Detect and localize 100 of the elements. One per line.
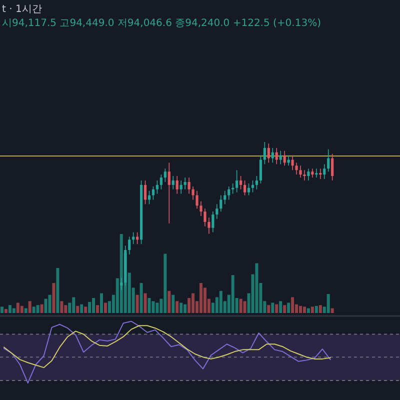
candlestick [212,211,214,233]
bar [92,298,96,313]
candlestick [144,180,147,205]
bar [136,294,139,313]
candlestick [204,208,206,227]
candlestick [271,148,274,164]
bar [267,305,270,313]
bar [176,301,179,313]
bar [291,297,294,313]
chart-title: t · 1시간 [2,4,42,15]
candlestick [128,236,131,255]
candlestick [168,162,170,224]
candlestick [160,174,162,190]
candlestick [315,168,318,178]
candlestick [275,148,278,165]
candlestick [208,217,210,234]
candlestick [132,232,135,245]
candlestick [220,194,222,212]
candlestick [164,168,166,182]
bar [64,305,68,313]
bar [271,302,274,313]
candlestick [152,186,155,200]
candlestick [216,204,218,220]
bar [310,306,314,313]
candlestick [243,180,246,196]
bar [306,308,310,313]
bar [168,290,171,313]
bar [100,293,103,313]
bar [287,302,290,313]
bar [330,308,334,313]
bar [279,301,282,313]
candlestick [184,177,186,190]
bar [72,297,76,313]
candlestick [327,149,330,172]
candlestick [323,164,326,180]
bar [88,302,92,313]
chart-subtitle: 시94,117.5 고94,449.0 저94,046.6 종94,240.0 +122.5 (+0.13%) [2,18,322,29]
candlestick [172,176,174,190]
bar [4,309,8,313]
bar [8,305,12,313]
bar [318,305,322,313]
bar [24,308,28,313]
candlestick [331,153,334,181]
candlestick [196,190,198,209]
candlestick [176,176,178,194]
bar [192,293,195,313]
candlestick [247,183,250,196]
bar [156,302,159,313]
bar [255,263,258,313]
candlestick [251,180,254,193]
candlestick [232,183,234,194]
bar [144,293,147,313]
bar [184,304,187,313]
candlestick [136,232,139,245]
bar [76,306,80,313]
candlestick [180,180,182,194]
candlestick [120,278,123,290]
bar [96,305,100,313]
bar [120,234,123,313]
candlestick [299,165,302,178]
bar [12,308,16,313]
bar [56,268,60,313]
bar [32,306,36,313]
bar [302,306,306,313]
bar [172,294,175,313]
candlestick [192,186,194,200]
bar [60,301,64,313]
bar [0,306,4,313]
bar [104,302,107,313]
candlestick [303,170,306,181]
candlestick [283,150,286,166]
candlestick [200,200,202,216]
bar [239,298,242,313]
bar [188,298,191,313]
candlestick [263,142,266,165]
bar [231,275,234,313]
bar [243,301,246,313]
candlestick [319,168,322,180]
candlestick [279,150,282,165]
bar [180,302,183,313]
bar [28,301,32,313]
bar [148,298,151,313]
bar [20,306,24,313]
bar [140,282,143,313]
bar [298,306,302,313]
bar [44,298,48,313]
bar [152,301,155,313]
bar [326,294,330,313]
candlestick [255,176,258,190]
candlestick [307,168,310,181]
candlestick [267,143,270,164]
candlestick [291,154,294,171]
bar [199,282,202,313]
bar [84,306,88,313]
candlestick [156,180,159,194]
candlestick [188,177,190,194]
bar [36,305,40,313]
bar [275,304,278,313]
candlestick [228,186,230,200]
candlestick [259,154,262,184]
